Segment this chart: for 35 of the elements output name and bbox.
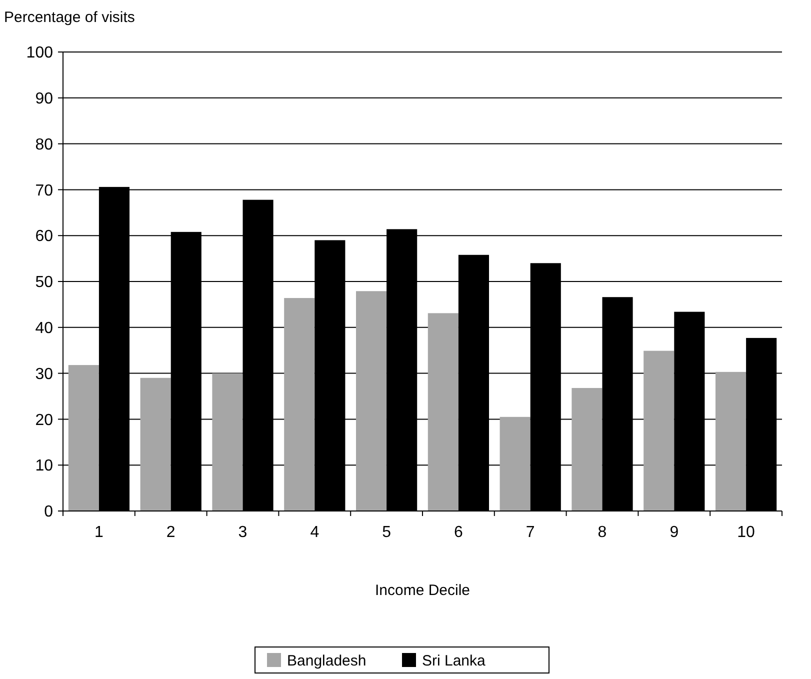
x-tick-label: 5 <box>382 524 392 541</box>
y-tick-label: 20 <box>35 412 54 429</box>
x-tick-label: 6 <box>454 524 463 541</box>
x-tick-label: 1 <box>94 524 104 541</box>
legend-label: Sri Lanka <box>422 652 486 670</box>
bar <box>500 416 530 511</box>
y-tick-label: 40 <box>35 320 54 337</box>
x-axis-title: Income Decile <box>374 582 470 599</box>
bar <box>715 372 746 511</box>
y-tick-label: 60 <box>35 228 54 246</box>
y-tick-label: 80 <box>35 136 54 154</box>
y-tick-label: 10 <box>35 458 54 475</box>
bar <box>68 365 99 511</box>
bar <box>644 350 674 511</box>
y-tick-label: 100 <box>26 44 54 62</box>
x-tick-label: 10 <box>737 524 756 541</box>
y-tick-label: 70 <box>35 182 54 200</box>
bar <box>212 373 243 511</box>
bar <box>428 313 458 511</box>
x-tick-label: 9 <box>670 524 679 541</box>
y-tick-label: 90 <box>35 90 54 108</box>
legend-label: Bangladesh <box>287 652 366 670</box>
y-tick-label: 30 <box>35 366 54 383</box>
x-tick-label: 3 <box>238 524 248 541</box>
bar <box>284 298 315 511</box>
x-tick-label: 7 <box>526 524 535 541</box>
x-tick-label: 4 <box>310 524 320 541</box>
x-tick-label: 2 <box>166 524 176 541</box>
y-axis-title: Percentage of visits <box>4 9 135 26</box>
bar <box>572 388 602 511</box>
x-tick-label: 8 <box>598 524 607 541</box>
bar <box>356 291 387 511</box>
y-tick-label: 50 <box>35 274 54 292</box>
bar <box>140 378 171 511</box>
y-tick-label: 0 <box>44 504 54 521</box>
